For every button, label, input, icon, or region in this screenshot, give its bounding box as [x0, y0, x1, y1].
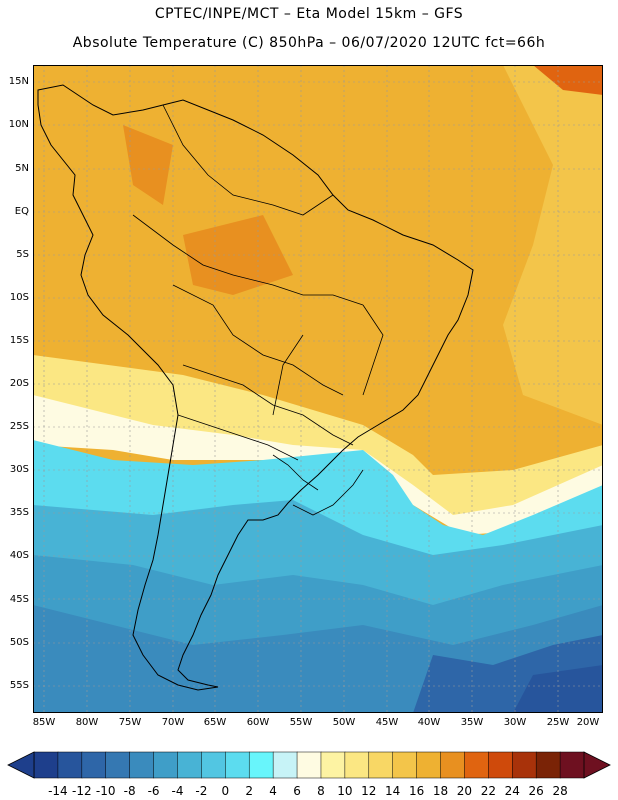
- lon-label: 75W: [118, 717, 142, 728]
- colorbar-label: 0: [221, 784, 230, 798]
- colorbar-swatch: [488, 751, 513, 779]
- colorbar-label: 6: [293, 784, 301, 798]
- colorbar-label: 8: [317, 784, 325, 798]
- lon-label: 60W: [246, 717, 270, 728]
- colorbar-label: 22: [480, 784, 496, 798]
- field-east-warm: [503, 65, 603, 425]
- colorbar-label: 16: [408, 784, 425, 798]
- colorbar-label: 18: [432, 784, 449, 798]
- colorbar-swatches: [33, 751, 585, 779]
- colorbar-label: 24: [504, 784, 520, 798]
- lon-label: 80W: [75, 717, 99, 728]
- colorbar-swatch: [512, 751, 537, 779]
- colorbar-swatch: [392, 751, 418, 779]
- colorbar-swatch: [57, 751, 83, 779]
- colorbar-label: 20: [456, 784, 473, 798]
- lon-label: 65W: [203, 717, 227, 728]
- lon-label: 25W: [546, 717, 570, 728]
- lon-label: 30W: [503, 717, 527, 728]
- temperature-map[interactable]: [33, 65, 603, 713]
- colorbar-swatch: [105, 751, 131, 779]
- lat-label: 15S: [9, 335, 29, 346]
- lat-label: 20S: [9, 378, 29, 389]
- colorbar-swatch: [344, 751, 370, 779]
- colorbar-label: -8: [123, 784, 136, 798]
- colorbar-low-arrow: [7, 751, 35, 779]
- lat-label: 15N: [8, 76, 29, 87]
- lat-label: 30S: [9, 464, 29, 475]
- lat-label: 45S: [9, 594, 29, 605]
- map-title-line1: CPTEC/INPE/MCT – Eta Model 15km – GFS: [154, 6, 464, 22]
- colorbar-swatch: [440, 751, 465, 779]
- colorbar-label: 2: [245, 784, 254, 798]
- colorbar-label: -2: [195, 784, 208, 798]
- lat-label: 35S: [9, 507, 29, 518]
- colorbar-swatch: [320, 751, 346, 779]
- colorbar-label: 26: [528, 784, 544, 798]
- field-hot-andes-north: [123, 125, 173, 205]
- lon-label: 45W: [375, 717, 399, 728]
- colorbar-label: 14: [385, 784, 401, 798]
- colorbar: [7, 751, 611, 779]
- country-borders: [132, 104, 384, 516]
- lon-label: 50W: [332, 717, 356, 728]
- map-frame: [33, 65, 603, 713]
- map-title-line2: Absolute Temperature (C) 850hPa – 06/07/…: [72, 35, 546, 51]
- colorbar-swatch: [153, 751, 179, 779]
- lat-label: 25S: [9, 421, 29, 432]
- colorbar-swatch: [464, 751, 489, 779]
- lat-label: 10N: [8, 119, 29, 130]
- colorbar-swatch: [368, 751, 394, 779]
- lat-label: 55S: [9, 680, 29, 691]
- lat-label: 5N: [15, 163, 29, 174]
- colorbar-label: 28: [552, 784, 568, 798]
- field-ne-hot: [533, 65, 603, 95]
- colorbar-swatch: [248, 751, 274, 779]
- lon-label: 70W: [161, 717, 185, 728]
- lon-label: 85W: [32, 717, 56, 728]
- colorbar-swatch: [177, 751, 202, 779]
- colorbar-label: -6: [147, 784, 160, 798]
- colorbar-swatch: [225, 751, 250, 779]
- lat-label: EQ: [14, 206, 29, 217]
- colorbar-label: 10: [337, 784, 353, 798]
- colorbar-swatch: [559, 751, 585, 779]
- colorbar-label: -14: [48, 784, 68, 798]
- colorbar-label: 12: [361, 784, 377, 798]
- lon-label: 40W: [417, 717, 441, 728]
- colorbar-swatch: [33, 751, 59, 779]
- field-cold6: [513, 665, 603, 713]
- colorbar-swatch: [81, 751, 107, 779]
- lat-label: 40S: [9, 550, 29, 561]
- lat-label: 10S: [9, 292, 29, 303]
- colorbar-label: -10: [95, 784, 116, 798]
- colorbar-label: 4: [269, 784, 277, 798]
- lon-label: 20W: [576, 717, 600, 728]
- graticule: [33, 65, 603, 713]
- colorbar-swatch: [272, 751, 298, 779]
- lon-label: 35W: [460, 717, 484, 728]
- colorbar-swatch: [129, 751, 155, 779]
- lat-label: 5S: [16, 249, 29, 260]
- colorbar-swatch: [201, 751, 226, 779]
- colorbar-swatch: [296, 751, 322, 779]
- colorbar-label: -4: [171, 784, 184, 798]
- colorbar-swatch: [535, 751, 561, 779]
- colorbar-swatch: [416, 751, 442, 779]
- colorbar-label: -12: [72, 784, 92, 798]
- south-america-coastline: [37, 84, 474, 691]
- lat-label: 50S: [9, 637, 29, 648]
- lon-label: 55W: [289, 717, 313, 728]
- colorbar-high-arrow: [583, 751, 611, 779]
